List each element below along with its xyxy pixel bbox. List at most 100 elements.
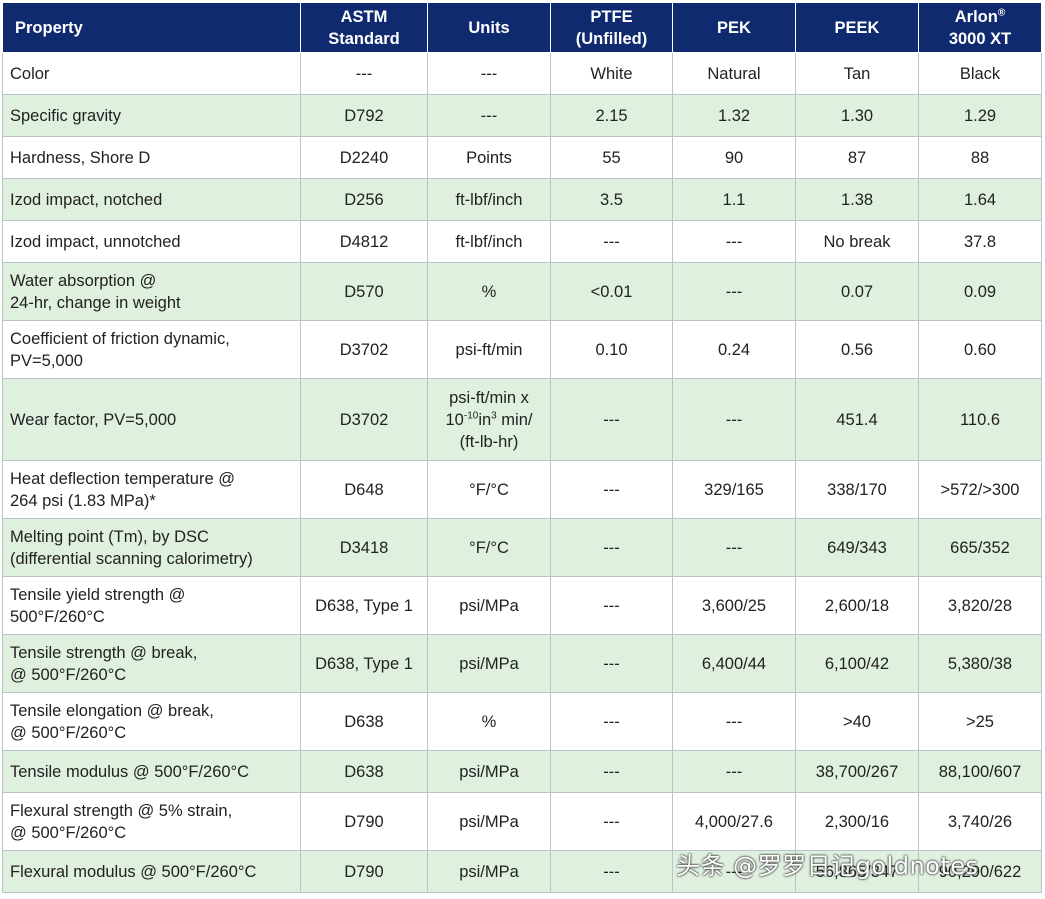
property-line: Hardness, Shore D <box>10 148 151 167</box>
cell-arlon: 3,740/26 <box>918 792 1042 851</box>
property-line: Color <box>10 64 50 83</box>
table-row: Izod impact, unnotched D4812 ft-lbf/inch --… <box>2 220 1042 263</box>
cell-arlon: 1.64 <box>918 178 1042 221</box>
cell-pek: 1.32 <box>672 94 796 137</box>
header-arlon-line1: Arlon <box>954 7 998 26</box>
cell-ptfe: <0.01 <box>550 262 673 321</box>
cell-arlon: 1.29 <box>918 94 1042 137</box>
cell-arlon: 665/352 <box>918 518 1042 577</box>
cell-ptfe: --- <box>550 634 673 693</box>
table-row: Hardness, Shore D D2240 Points 55 90 87 88 <box>2 136 1042 179</box>
header-pek: PEK <box>672 2 796 53</box>
table-body: Color --- --- White Natural Tan Black Specific … <box>2 52 1042 893</box>
cell-astm: D638, Type 1 <box>300 576 428 635</box>
cell-property: Izod impact, notched <box>2 178 301 221</box>
property-line: Tensile yield strength @ <box>10 585 186 604</box>
cell-property: Melting point (Tm), by DSC (differential … <box>2 518 301 577</box>
cell-astm: D790 <box>300 792 428 851</box>
units-part: -10 <box>463 410 479 421</box>
table-row: Tensile yield strength @ 500°F/260°C D638,… <box>2 576 1042 635</box>
cell-property: Flexural strength @ 5% strain, @ 500°F/26… <box>2 792 301 851</box>
cell-pek: 90 <box>672 136 796 179</box>
units-part: 10 <box>445 410 464 429</box>
cell-units: ft-lbf/inch <box>427 220 551 263</box>
cell-ptfe: White <box>550 52 673 95</box>
cell-units: % <box>427 692 551 751</box>
property-line: @ 500°F/260°C <box>10 665 127 684</box>
cell-ptfe: --- <box>550 576 673 635</box>
header-property: Property <box>2 2 301 53</box>
cell-pek: 4,000/27.6 <box>672 792 796 851</box>
property-line: Flexural strength @ 5% strain, <box>10 801 233 820</box>
cell-property: Tensile modulus @ 500°F/260°C <box>2 750 301 793</box>
property-line: Flexural modulus @ 500°F/260°C <box>10 862 257 881</box>
property-line: Specific gravity <box>10 106 121 125</box>
cell-pek: 3,600/25 <box>672 576 796 635</box>
header-arlon: Arlon® 3000 XT <box>918 2 1042 53</box>
cell-peek: 1.30 <box>795 94 919 137</box>
cell-units: psi-ft/min <box>427 320 551 379</box>
cell-peek: 2,300/16 <box>795 792 919 851</box>
cell-property: Specific gravity <box>2 94 301 137</box>
cell-property: Tensile strength @ break, @ 500°F/260°C <box>2 634 301 693</box>
table-row: Tensile elongation @ break, @ 500°F/260°C… <box>2 692 1042 751</box>
cell-astm: D3702 <box>300 378 428 461</box>
cell-ptfe: 0.10 <box>550 320 673 379</box>
cell-peek: Tan <box>795 52 919 95</box>
cell-pek: --- <box>672 850 796 893</box>
units-part: (ft-lb-hr) <box>459 432 519 451</box>
cell-astm: D2240 <box>300 136 428 179</box>
cell-arlon: >25 <box>918 692 1042 751</box>
cell-astm: D570 <box>300 262 428 321</box>
cell-units: --- <box>427 94 551 137</box>
table-row: Flexural strength @ 5% strain, @ 500°F/26… <box>2 792 1042 851</box>
cell-astm: D3418 <box>300 518 428 577</box>
cell-property: Hardness, Shore D <box>2 136 301 179</box>
cell-property: Color <box>2 52 301 95</box>
cell-astm: D4812 <box>300 220 428 263</box>
table-row: Heat deflection temperature @ 264 psi (1.… <box>2 460 1042 519</box>
cell-peek: 451.4 <box>795 378 919 461</box>
cell-arlon: >572/>300 <box>918 460 1042 519</box>
cell-units: psi/MPa <box>427 576 551 635</box>
header-peek: PEEK <box>795 2 919 53</box>
cell-astm: D638 <box>300 692 428 751</box>
cell-arlon: 88 <box>918 136 1042 179</box>
cell-pek: 6,400/44 <box>672 634 796 693</box>
header-astm: ASTM Standard <box>300 2 428 53</box>
cell-peek: 2,600/18 <box>795 576 919 635</box>
table-row: Wear factor, PV=5,000 D3702 psi-ft/min x 10… <box>2 378 1042 461</box>
cell-ptfe: 3.5 <box>550 178 673 221</box>
cell-pek: 0.24 <box>672 320 796 379</box>
cell-pek: 1.1 <box>672 178 796 221</box>
property-line: @ 500°F/260°C <box>10 823 127 842</box>
property-line: 24-hr, change in weight <box>10 293 181 312</box>
cell-astm: D638 <box>300 750 428 793</box>
property-line: Heat deflection temperature @ <box>10 469 235 488</box>
table-row: Tensile modulus @ 500°F/260°C D638 psi/MPa… <box>2 750 1042 793</box>
cell-property: Water absorption @ 24-hr, change in weigh… <box>2 262 301 321</box>
cell-peek: 649/343 <box>795 518 919 577</box>
property-line: Melting point (Tm), by DSC <box>10 527 209 546</box>
property-line: @ 500°F/260°C <box>10 723 127 742</box>
cell-property: Tensile yield strength @ 500°F/260°C <box>2 576 301 635</box>
cell-property: Flexural modulus @ 500°F/260°C <box>2 850 301 893</box>
cell-astm: D792 <box>300 94 428 137</box>
cell-peek: 0.56 <box>795 320 919 379</box>
cell-pek: --- <box>672 262 796 321</box>
cell-arlon: 110.6 <box>918 378 1042 461</box>
cell-property: Tensile elongation @ break, @ 500°F/260°C <box>2 692 301 751</box>
cell-ptfe: --- <box>550 460 673 519</box>
cell-astm: D638, Type 1 <box>300 634 428 693</box>
cell-peek: 56,865/347 <box>795 850 919 893</box>
cell-units: psi/MPa <box>427 792 551 851</box>
cell-arlon: 3,820/28 <box>918 576 1042 635</box>
table-row: Color --- --- White Natural Tan Black <box>2 52 1042 95</box>
cell-astm: D790 <box>300 850 428 893</box>
cell-peek: No break <box>795 220 919 263</box>
table-row: Izod impact, notched D256 ft-lbf/inch 3.5 1.… <box>2 178 1042 221</box>
cell-property: Heat deflection temperature @ 264 psi (1.… <box>2 460 301 519</box>
cell-ptfe: --- <box>550 378 673 461</box>
table-row: Water absorption @ 24-hr, change in weigh… <box>2 262 1042 321</box>
table-row: Tensile strength @ break, @ 500°F/260°C D6… <box>2 634 1042 693</box>
